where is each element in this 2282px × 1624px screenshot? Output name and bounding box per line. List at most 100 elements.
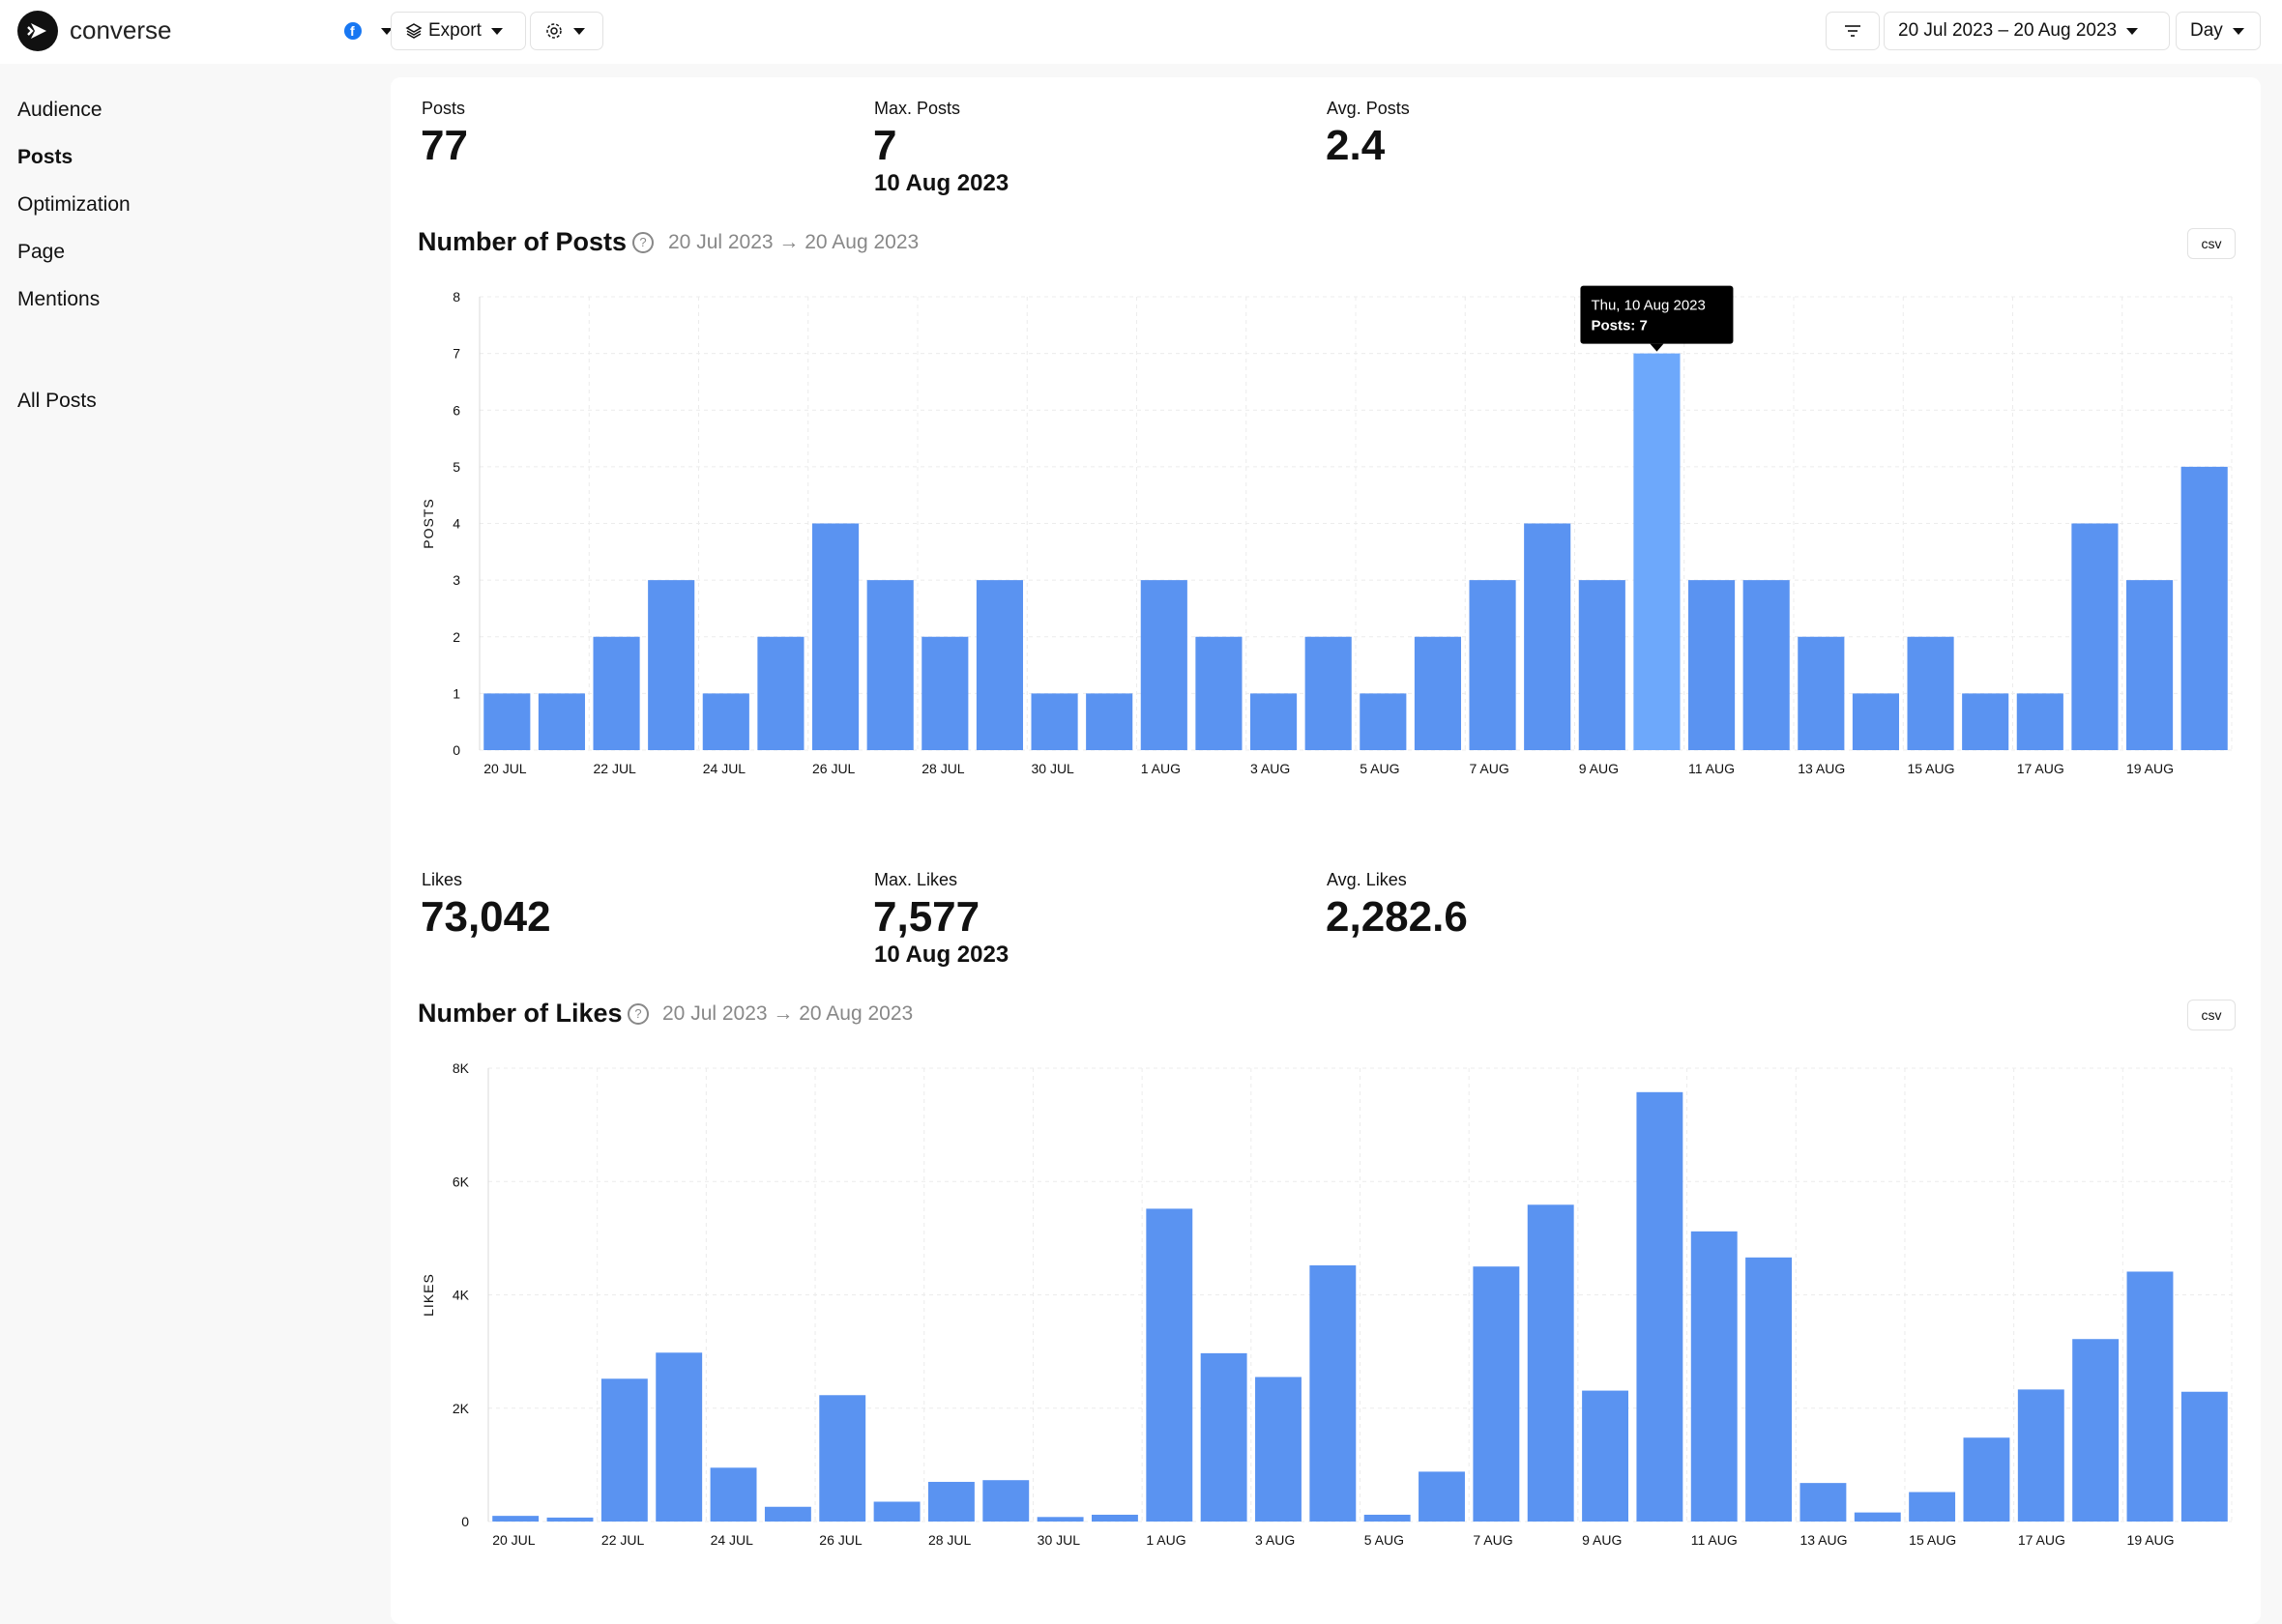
posts-bar — [1524, 523, 1571, 750]
sidebar-item-audience[interactable]: Audience — [17, 99, 102, 121]
sidebar-item-posts[interactable]: Posts — [17, 146, 73, 168]
posts-y-axis-label: POSTS — [421, 498, 436, 548]
chevron-down-icon[interactable] — [381, 28, 393, 35]
sidebar-item-optimization[interactable]: Optimization — [17, 193, 131, 216]
stat-max-posts-label: Max. Posts — [874, 99, 961, 118]
posts-x-tick-label: 28 JUL — [922, 761, 965, 776]
posts-y-tick-label: 1 — [453, 685, 460, 701]
stat-avg-posts-label: Avg. Posts — [1327, 99, 1410, 118]
likes-bar — [1419, 1471, 1465, 1522]
converse-logo-icon[interactable] — [17, 11, 58, 51]
likes-bar — [1309, 1265, 1357, 1522]
likes-bar — [2126, 1271, 2174, 1522]
posts-x-tick-label: 1 AUG — [1141, 761, 1181, 776]
sidebar-item-all-posts[interactable]: All Posts — [17, 390, 97, 412]
filter-button[interactable] — [1826, 12, 1880, 50]
stat-max-likes-value: 7,577 — [873, 893, 980, 941]
posts-bar — [2016, 693, 2063, 750]
posts-bar — [1687, 580, 1736, 750]
posts-y-tick-label: 0 — [453, 742, 460, 758]
posts-x-tick-label: 9 AUG — [1579, 761, 1619, 776]
settings-button[interactable] — [530, 12, 603, 50]
likes-x-tick-label: 28 JUL — [928, 1532, 972, 1548]
chevron-down-icon — [2126, 27, 2139, 35]
facebook-icon[interactable]: f — [344, 22, 362, 40]
export-label: Export — [428, 20, 482, 41]
sidebar-item-page[interactable]: Page — [17, 241, 66, 263]
posts-y-tick-label: 7 — [453, 346, 460, 362]
granularity-label: Day — [2190, 20, 2223, 41]
posts-bar — [1360, 693, 1407, 750]
stat-max-likes-label: Max. Likes — [874, 870, 958, 889]
posts-bar — [538, 693, 586, 750]
posts-y-tick-label: 6 — [453, 402, 460, 418]
likes-chart-range: 20 Jul 2023 → 20 Aug 2023 — [662, 1002, 914, 1025]
posts-x-tick-label: 24 JUL — [703, 761, 746, 776]
posts-bar — [1633, 353, 1681, 750]
likes-bar — [1636, 1091, 1683, 1522]
posts-y-tick-label: 5 — [453, 459, 460, 475]
likes-bar — [2072, 1339, 2120, 1522]
gear-icon — [546, 23, 562, 39]
granularity-select[interactable]: Day — [2176, 12, 2261, 50]
likes-bar — [546, 1517, 594, 1522]
posts-bar — [976, 580, 1024, 750]
likes-y-tick-label: 2K — [453, 1401, 470, 1416]
posts-bar — [1195, 636, 1243, 750]
posts-csv-button[interactable]: csv — [2187, 228, 2236, 259]
likes-bar — [1092, 1514, 1138, 1522]
export-button[interactable]: Export — [391, 12, 526, 50]
likes-bar — [1473, 1266, 1520, 1522]
stat-avg-posts-value: 2.4 — [1326, 122, 1386, 169]
likes-x-tick-label: 9 AUG — [1582, 1532, 1622, 1548]
likes-csv-button[interactable]: csv — [2187, 1000, 2236, 1030]
posts-bar — [483, 693, 531, 750]
likes-bar — [873, 1501, 921, 1522]
likes-y-tick-label: 0 — [461, 1514, 469, 1529]
likes-bar — [710, 1467, 757, 1522]
posts-x-tick-label: 20 JUL — [483, 761, 527, 776]
likes-bar — [656, 1352, 703, 1522]
likes-x-tick-label: 24 JUL — [711, 1532, 754, 1548]
stat-max-likes-date: 10 Aug 2023 — [874, 942, 1009, 968]
posts-x-tick-label: 7 AUG — [1469, 761, 1508, 776]
likes-x-tick-label: 22 JUL — [601, 1532, 645, 1548]
posts-chart-range: 20 Jul 2023 → 20 Aug 2023 — [668, 231, 920, 253]
posts-tooltip-arrow — [1650, 343, 1664, 352]
filter-icon — [1845, 25, 1860, 37]
likes-chart-title: Number of Likes — [418, 999, 623, 1028]
sidebar-item-mentions[interactable]: Mentions — [17, 288, 101, 310]
stat-avg-likes-label: Avg. Likes — [1327, 870, 1407, 889]
help-icon[interactable]: ? — [628, 1003, 649, 1025]
likes-bar — [1909, 1492, 1956, 1522]
likes-bar — [1745, 1257, 1793, 1522]
posts-y-tick-label: 4 — [453, 516, 460, 532]
likes-bar — [1963, 1437, 2010, 1522]
likes-x-tick-label: 7 AUG — [1473, 1532, 1512, 1548]
posts-x-tick-label: 17 AUG — [2017, 761, 2064, 776]
likes-bar — [1854, 1512, 1901, 1522]
posts-bar — [593, 636, 640, 750]
posts-tooltip-value: Posts: 7 — [1591, 318, 1647, 334]
likes-bar — [1037, 1517, 1084, 1522]
posts-x-tick-label: 3 AUG — [1250, 761, 1290, 776]
likes-bar — [492, 1516, 540, 1522]
likes-y-tick-label: 6K — [453, 1174, 470, 1189]
posts-x-tick-label: 13 AUG — [1798, 761, 1845, 776]
likes-bar — [1363, 1514, 1411, 1522]
posts-bar — [1742, 580, 1790, 750]
posts-y-tick-label: 8 — [453, 289, 460, 304]
date-range-picker[interactable]: 20 Jul 2023 – 20 Aug 2023 — [1884, 12, 2170, 50]
posts-bar — [2180, 466, 2228, 750]
date-range-label: 20 Jul 2023 – 20 Aug 2023 — [1898, 20, 2118, 41]
likes-x-tick-label: 17 AUG — [2018, 1532, 2065, 1548]
likes-bar — [927, 1481, 975, 1522]
likes-bar — [1582, 1390, 1628, 1522]
likes-x-tick-label: 3 AUG — [1255, 1532, 1295, 1548]
help-icon[interactable]: ? — [632, 232, 654, 253]
likes-x-tick-label: 11 AUG — [1691, 1532, 1738, 1548]
layers-icon — [405, 23, 423, 39]
likes-bar — [1146, 1208, 1193, 1522]
posts-bar — [1249, 693, 1298, 750]
posts-bar — [2071, 523, 2119, 750]
